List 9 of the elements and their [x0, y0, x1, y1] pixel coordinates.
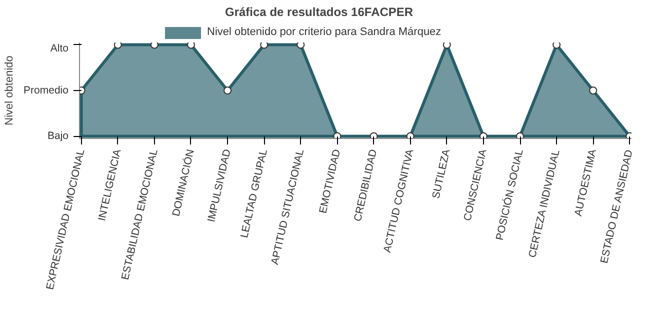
text: Alto — [50, 42, 69, 54]
x-tick-label: ESTADO DE ANSIEDAD — [598, 148, 636, 264]
legend: Nivel obtenido por criterio para Sandra Márquez — [165, 25, 442, 42]
text: Bajo — [47, 130, 69, 142]
chart-title: Gráfica de resultados 16FACPER — [225, 4, 414, 21]
y-axis-title: Nivel obtenido — [4, 56, 16, 126]
legend-label: Nivel obtenido por criterio para Sandra Márquez — [207, 26, 442, 38]
text: Promedio — [24, 84, 69, 96]
x-tick-label: LEALTAD GRUPAL — [238, 148, 270, 240]
